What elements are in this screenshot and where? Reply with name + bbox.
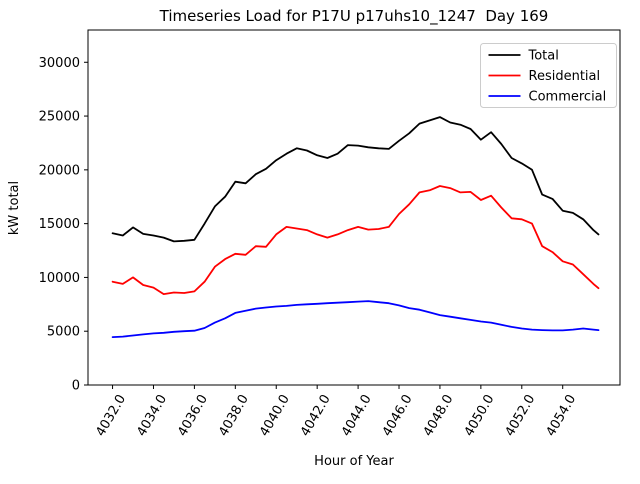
legend-item-total: Total: [488, 49, 559, 64]
legend-label-total: Total: [528, 49, 559, 64]
y-tick-label: 10000: [39, 271, 80, 286]
legend-item-residential: Residential: [488, 69, 601, 84]
legend-item-commercial: Commercial: [488, 90, 607, 105]
x-axis-label: Hour of Year: [314, 454, 394, 469]
series-lines: [111, 116, 600, 339]
y-axis-ticks: 0 5000 10000 15000 20000 25000 30000: [39, 56, 88, 394]
plot-area: [87, 29, 621, 386]
legend-box: [480, 43, 617, 108]
legend: Total Residential Commercial: [480, 43, 617, 108]
y-tick-label: 5000: [47, 325, 80, 340]
y-tick-label: 25000: [39, 110, 80, 125]
series-line-commercial: [111, 300, 600, 339]
y-axis-label: kW total: [7, 181, 22, 235]
legend-label-commercial: Commercial: [529, 90, 607, 105]
series-line-residential: [111, 185, 600, 296]
y-tick-label: 30000: [39, 56, 80, 71]
chart-title: Timeseries Load for P17U p17uhs10_1247 D…: [159, 7, 549, 26]
y-tick-label: 0: [72, 379, 80, 394]
series-line-total: [111, 116, 600, 243]
y-tick-label: 15000: [39, 217, 80, 232]
legend-label-residential: Residential: [529, 69, 601, 84]
y-tick-label: 20000: [39, 163, 80, 178]
